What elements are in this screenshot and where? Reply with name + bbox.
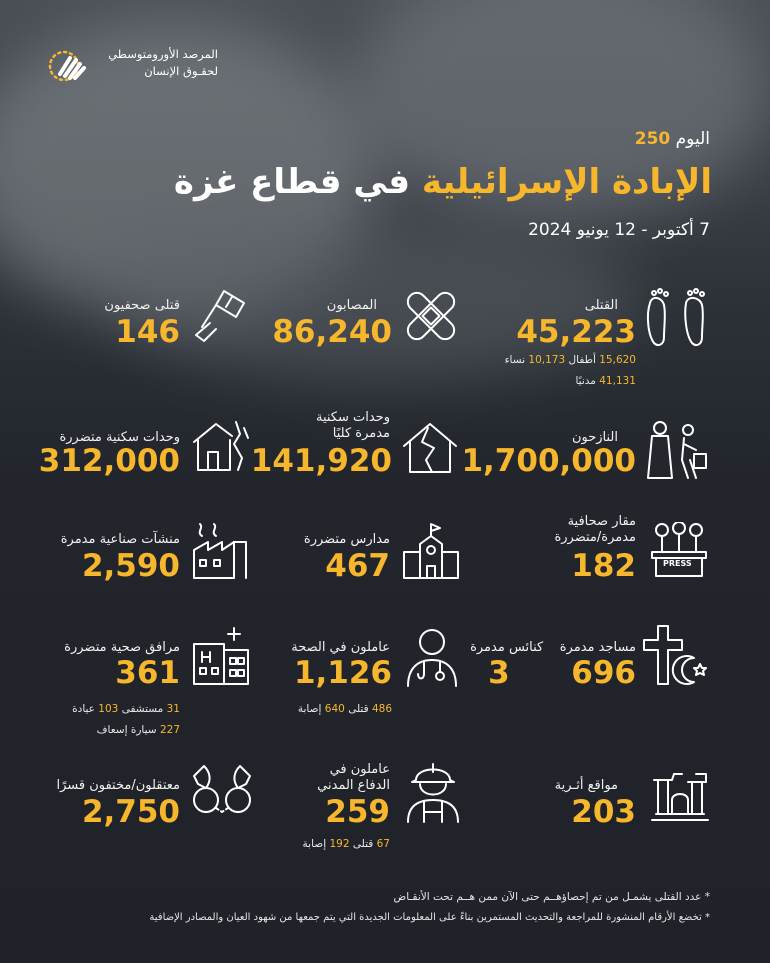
handcuffs-icon [190, 762, 254, 826]
school-icon [402, 522, 460, 584]
hands-logo-icon [48, 44, 92, 88]
cross-crescent-icon [640, 624, 710, 690]
doctor-icon [404, 626, 460, 692]
press-label: مقار صحافية مدمرة/متضررة [554, 514, 636, 546]
ambulances-breakdown: 227 سيارة إسعاف [97, 724, 180, 736]
day-number: 250 [634, 129, 671, 149]
footnote-1: * عدد القتلى يشمـل من تم إحصاؤهــم حتى ا… [393, 891, 710, 903]
destroyed-units-label-line2: مدمرة كليًا [332, 426, 390, 441]
killed-civilians-label: مدنيًا [575, 375, 596, 387]
title-rest: في قطاع غزة [173, 162, 411, 202]
page-title: الإبادة الإسرائيلية في قطاع غزة [174, 160, 712, 204]
health-facilities-value: 361 [115, 655, 180, 691]
killed-children-value: 15,620 [599, 354, 636, 366]
mosques-value: 696 [571, 655, 636, 691]
killed-children-label: أطفال [568, 354, 596, 366]
killed-breakdown: 15,620 أطفال 10,173 نساء [505, 354, 636, 366]
press-podium-icon: PRESS [648, 521, 710, 584]
health-workers-injured-label: إصابة [297, 703, 322, 715]
factories-label: منشآت صناعية مدمرة [60, 532, 180, 547]
smoke-overlay [350, 0, 770, 220]
journalists-value: 146 [115, 314, 180, 350]
factory-icon [190, 520, 250, 584]
civil-defense-breakdown: 67 قتلى 192 إصابة [303, 838, 390, 850]
logo: المرصد الأورومتوسطي لحقـوق الإنسان [48, 44, 218, 88]
footnote-2: * تخضع الأرقام المنشورة للمراجعة والتحدي… [149, 912, 710, 923]
destroyed-units-value: 141,920 [250, 443, 392, 479]
displaced-value: 1,700,000 [461, 443, 636, 479]
worship-labels: مساجد مدمرة كنائس مدمرة [470, 640, 636, 656]
detained-value: 2,750 [81, 794, 180, 830]
press-badge: PRESS [663, 559, 692, 568]
health-facilities-breakdown: 31 مستشفى 103 عيادة [72, 703, 180, 715]
health-workers-label: عاملون في الصحة [291, 640, 390, 655]
worship-values: 696 3 [488, 658, 636, 689]
killed-civilians: 41,131 مدنيًا [575, 375, 636, 387]
churches-label: كنائس مدمرة [470, 640, 544, 655]
killed-women-label: نساء [504, 354, 526, 366]
footprints-icon [640, 285, 710, 353]
health-workers-breakdown: 486 قتلى 640 إصابة [298, 703, 392, 715]
schools-value: 467 [325, 548, 390, 584]
heritage-value: 203 [571, 794, 636, 830]
civil-defense-value: 259 [325, 794, 390, 830]
health-workers-value: 1,126 [293, 655, 392, 691]
ambulances-label: سيارة إسعاف [96, 724, 157, 736]
damaged-units-value: 312,000 [38, 443, 180, 479]
hospitals-value: 31 [166, 703, 180, 715]
mosques-label: مساجد مدمرة [559, 640, 636, 655]
health-workers-killed-label: قتلى [348, 703, 369, 715]
day-label: اليوم [675, 129, 710, 149]
logo-line1: المرصد الأورومتوسطي [108, 47, 218, 61]
civil-defense-injured-value: 192 [329, 838, 350, 850]
destroyed-house-icon [400, 420, 460, 480]
clinics-value: 103 [98, 703, 119, 715]
press-label-line2: مدمرة/متضررة [554, 530, 636, 545]
killed-value: 45,223 [516, 314, 636, 350]
press-value: 182 [571, 548, 636, 584]
civil-defense-label-line1: عاملون في [329, 762, 390, 777]
killed-civilians-value: 41,131 [599, 375, 636, 387]
civil-defense-label: عاملون في الدفاع المدني [317, 762, 390, 794]
date-range: 7 أكتوبر - 12 يونيو 2024 [528, 220, 710, 240]
injured-value: 86,240 [272, 314, 392, 350]
killed-women-value: 10,173 [528, 354, 566, 366]
hospital-icon [190, 624, 252, 690]
damaged-units-label: وحدات سكنية متضررة [59, 430, 180, 445]
logo-line2: لحقـوق الإنسان [144, 64, 218, 78]
killed-label: القتلى [584, 298, 618, 313]
bandage-icon [400, 285, 462, 351]
health-workers-killed-value: 486 [371, 703, 392, 715]
detained-label: معتقلون/مختفون قسرًا [56, 778, 180, 793]
civil-defense-killed-label: قتلى [352, 838, 374, 850]
firefighter-icon [404, 758, 462, 828]
title-highlight: الإبادة الإسرائيلية [421, 162, 712, 202]
civil-defense-injured-label: إصابة [302, 838, 327, 850]
heritage-label: مواقع أثـرية [554, 778, 618, 793]
clinics-label: عيادة [72, 703, 95, 715]
churches-value: 3 [488, 655, 510, 691]
hospitals-label: مستشفى [121, 703, 164, 715]
schools-label: مدارس متضررة [303, 532, 390, 547]
health-facilities-label: مرافق صحية متضررة [64, 640, 180, 655]
press-mic-icon [190, 285, 250, 349]
injured-label: المصابون [326, 298, 377, 313]
civil-defense-label-line2: الدفاع المدني [317, 778, 390, 793]
day-counter: اليوم 250 [635, 129, 710, 149]
ruins-icon [648, 760, 712, 826]
damaged-house-icon [190, 418, 252, 478]
health-workers-injured-value: 640 [324, 703, 345, 715]
journalists-label: قتلى صحفيون [104, 298, 180, 313]
destroyed-units-label-line1: وحدات سكنية [315, 410, 390, 425]
press-label-line1: مقار صحافية [567, 514, 636, 529]
factories-value: 2,590 [81, 548, 180, 584]
displaced-people-icon [640, 420, 710, 486]
civil-defense-killed-value: 67 [376, 838, 390, 850]
smoke-overlay [120, 220, 640, 380]
displaced-label: النازحون [571, 430, 618, 445]
ambulances-value: 227 [159, 724, 180, 736]
destroyed-units-label: وحدات سكنية مدمرة كليًا [316, 410, 390, 442]
